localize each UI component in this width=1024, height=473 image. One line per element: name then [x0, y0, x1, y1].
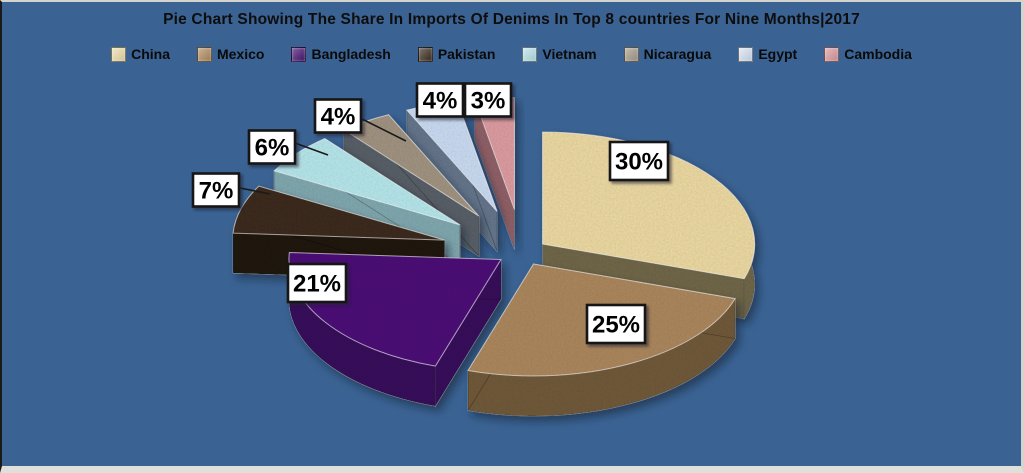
- slice-label-box: [415, 82, 465, 118]
- slice-percent-text: 4%: [423, 88, 458, 115]
- slice-percent-text: 25%: [592, 312, 640, 339]
- slice-label-box: [313, 98, 363, 134]
- slice-percent-text: 3%: [471, 88, 506, 115]
- slice-label-bangladesh: 21%: [286, 262, 348, 304]
- slice-label-china: 30%: [608, 140, 670, 182]
- slice-percent-text: 30%: [615, 149, 663, 176]
- pie-labels-group: 30% 25% 21% 7% 6% 4% 4% 3%: [191, 82, 670, 345]
- slice-percent-text: 4%: [321, 104, 356, 131]
- label-leader-line: [239, 187, 271, 195]
- legend-label: Vietnam: [542, 46, 597, 62]
- legend-swatch-icon: [824, 46, 840, 62]
- legend-item-nicaragua: Nicaragua: [623, 46, 712, 62]
- slice-top-face: [273, 138, 461, 226]
- label-leader-line: [294, 142, 329, 156]
- pie-slices-group: [232, 97, 755, 417]
- legend-label: Egypt: [758, 46, 798, 62]
- legend-item-vietnam: Vietnam: [522, 46, 597, 62]
- legend-swatch-icon: [196, 46, 212, 62]
- slice-label-box: [286, 262, 348, 304]
- legend-label: Mexico: [216, 46, 265, 62]
- legend-label: China: [131, 46, 170, 62]
- slice-percent-text: 6%: [255, 135, 290, 162]
- legend-label: Pakistan: [437, 46, 496, 62]
- legend-item-pakistan: Pakistan: [417, 46, 496, 62]
- legend-swatch-icon: [623, 46, 639, 62]
- slice-label-box: [585, 303, 647, 345]
- slice-label-mexico: 25%: [585, 303, 647, 345]
- slice-label-box: [463, 82, 513, 118]
- legend-swatch-icon: [522, 46, 538, 62]
- slice-percent-text: 7%: [199, 178, 234, 205]
- slice-label-box: [608, 140, 670, 182]
- slice-label-egypt: 4%: [415, 82, 465, 118]
- slice-label-vietnam: 6%: [247, 129, 297, 165]
- slice-label-box: [191, 172, 241, 208]
- legend-swatch-icon: [738, 46, 754, 62]
- legend-label: Cambodia: [844, 46, 912, 62]
- legend-item-cambodia: Cambodia: [824, 46, 912, 62]
- legend-item-bangladesh: Bangladesh: [291, 46, 391, 62]
- slice-label-box: [247, 129, 297, 165]
- legend-item-egypt: Egypt: [738, 46, 797, 62]
- legend-label: Bangladesh: [311, 46, 391, 62]
- slice-label-pakistan: 7%: [191, 172, 241, 208]
- legend-swatch-icon: [291, 46, 307, 62]
- legend-item-mexico: Mexico: [196, 46, 265, 62]
- slice-percent-text: 21%: [293, 271, 341, 298]
- chart-legend: China Mexico Bangladesh Pakistan Vietnam Nica…: [2, 46, 1021, 62]
- label-leader-line: [359, 117, 407, 142]
- legend-label: Nicaragua: [643, 46, 712, 62]
- slice-top-face: [232, 185, 445, 241]
- legend-swatch-icon: [417, 46, 433, 62]
- slice-label-cambodia: 3%: [463, 82, 513, 118]
- slice-label-nicaragua: 4%: [313, 98, 363, 134]
- legend-item-china: China: [111, 46, 170, 62]
- slice-top-face: [542, 131, 755, 280]
- legend-swatch-icon: [111, 46, 127, 62]
- chart-title: Pie Chart Showing The Share In Imports O…: [163, 11, 860, 28]
